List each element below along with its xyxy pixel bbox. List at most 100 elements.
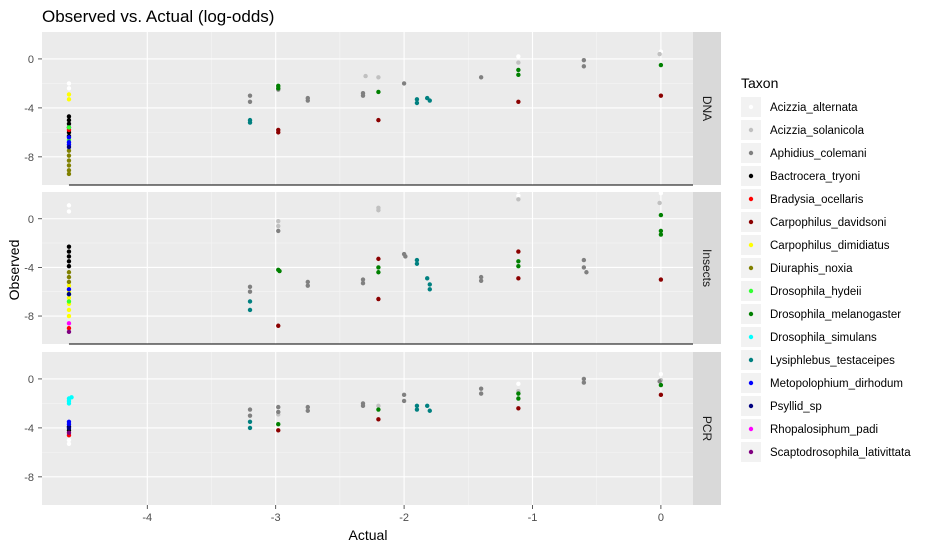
data-point-aphidius-colemani [276,228,281,234]
data-point-aphidius-colemani [360,93,366,98]
data-point-lysiphlebus-testaceipes [247,299,253,304]
data-point-carpophilus-davidsoni [376,117,381,123]
data-point-carpophilus-dimidiatus [66,295,72,300]
data-point-carpophilus-davidsoni [276,130,281,135]
data-point-acizzia-alternata [66,81,72,86]
data-point-aphidius-colemani [305,98,310,103]
legend-item-rhopalosiphum-padi: Rhopalosiphum_padi [741,419,878,439]
x-axis-ticks: -4 -3 -2 -1 0 [142,505,664,524]
data-point-acizzia-solanicola [376,208,381,213]
data-point-diuraphis-noxia [66,153,72,158]
data-point-aphidius-colemani [478,391,484,396]
legend-items: Acizzia_alternata Acizzia_solanicola Aphid… [741,97,911,462]
data-point-acizzia-alternata [66,441,72,446]
data-point-psyllid-sp [66,291,72,297]
legend-label: Carpophilus_dimidiatus [770,240,890,252]
legend-item-metopolophium-dirhodum: Metopolophium_dirhodum [741,373,903,393]
data-point-acizzia-alternata [66,203,72,208]
data-point-carpophilus-davidsoni [516,276,521,281]
legend-key-point [748,403,754,409]
data-point-lysiphlebus-testaceipes [414,407,420,412]
y-tick-label: -8 [24,472,34,484]
data-point-drosophila-melanogaster [516,396,521,401]
legend-key-point [748,288,754,294]
data-point-carpophilus-davidsoni [516,99,521,104]
data-point-drosophila-melanogaster [376,270,381,275]
data-point-acizzia-alternata [516,193,521,198]
legend-item-acizzia-solanicola: Acizzia_solanicola [741,120,865,140]
panel-background [42,192,693,344]
data-point-aphidius-colemani [401,392,407,398]
facet-panels: 0 -4 -8 DNA 0 -4 -8 Insects 0 -4 -8 PCR [24,32,721,505]
data-point-diuraphis-noxia [66,279,72,285]
legend-item-lysiphlebus-testaceipes: Lysiphlebus_testaceipes [741,350,895,370]
legend-key-point [748,242,754,248]
data-point-drosophila-melanogaster [658,228,664,234]
data-point-acizzia-alternata [516,54,521,59]
data-point-bactrocera-tryoni [66,117,72,123]
data-point-lysiphlebus-testaceipes [425,276,430,281]
legend-label: Metopolophium_dirhodum [770,378,903,390]
data-point-diuraphis-noxia [66,168,72,173]
y-tick-label: -4 [24,262,34,274]
data-point-acizzia-solanicola [516,60,521,65]
data-point-aphidius-colemani [247,413,253,418]
legend-label: Bradysia_ocellaris [770,194,864,206]
data-point-aphidius-colemani [403,254,408,259]
data-point-aphidius-colemani [581,57,587,63]
data-point-lysiphlebus-testaceipes [427,408,432,413]
data-point-drosophila-simulans [66,401,72,406]
legend-item-aphidius-colemani: Aphidius_colemani [741,143,867,163]
data-point-bactrocera-tryoni [66,114,72,119]
data-point-aphidius-colemani [247,93,253,98]
data-point-acizzia-alternata [66,209,72,214]
legend-item-scaptodrosophila-lativittata: Scaptodrosophila_lativittata [741,442,911,462]
data-point-acizzia-alternata [516,381,521,387]
data-point-aphidius-colemani [581,257,587,263]
facet-panel-insects: 0 -4 -8 Insects [24,188,721,345]
legend-label: Bactrocera_tryoni [770,171,860,183]
data-point-acizzia-solanicola [376,403,381,409]
legend-item-bactrocera-tryoni: Bactrocera_tryoni [741,166,860,186]
data-point-aphidius-colemani [581,376,587,382]
data-point-carpophilus-davidsoni [658,93,664,98]
data-point-acizzia-alternata [658,371,664,377]
x-tick-label: -3 [271,512,281,524]
data-point-scaptodrosophila-lativittata [66,329,72,335]
data-point-lysiphlebus-testaceipes [247,425,253,431]
facet-panel-pcr: 0 -4 -8 PCR [24,352,721,505]
legend-item-drosophila-simulans: Drosophila_simulans [741,327,877,347]
legend-key-point [748,311,754,317]
data-point-lysiphlebus-testaceipes [427,98,432,103]
data-point-lysiphlebus-testaceipes [425,403,430,409]
data-point-lysiphlebus-testaceipes [414,257,420,263]
data-point-acizzia-solanicola [276,223,281,229]
data-point-diuraphis-noxia [66,148,72,153]
data-point-drosophila-melanogaster [658,232,664,237]
data-point-drosophila-melanogaster [658,212,664,218]
data-point-drosophila-melanogaster [277,268,282,274]
data-point-aphidius-colemani [478,278,484,283]
data-point-acizzia-solanicola [363,73,368,79]
legend-item-drosophila-hydeii: Drosophila_hydeii [741,281,861,301]
y-tick-label: -8 [24,152,34,164]
data-point-scaptodrosophila-lativittata [66,430,72,435]
legend-key-point [748,357,754,363]
legend-item-bradysia-ocellaris: Bradysia_ocellaris [741,189,864,209]
data-point-carpophilus-davidsoni [376,256,381,262]
data-point-aphidius-colemani [276,409,281,415]
data-point-carpophilus-dimidiatus [66,313,72,319]
data-point-carpophilus-dimidiatus [66,283,72,288]
data-point-aphidius-colemani [360,277,366,282]
facet-strip [693,32,721,185]
data-point-aphidius-colemani [247,99,253,104]
data-point-drosophila-melanogaster [516,72,521,78]
legend-label: Aphidius_colemani [770,148,867,160]
data-point-carpophilus-dimidiatus [66,97,72,102]
data-point-lysiphlebus-testaceipes [414,97,420,102]
data-point-bactrocera-tryoni [66,249,72,254]
data-point-drosophila-melanogaster [516,259,521,264]
y-tick-label: 0 [28,214,34,226]
data-point-lysiphlebus-testaceipes [247,419,253,424]
data-point-drosophila-melanogaster [376,407,381,412]
